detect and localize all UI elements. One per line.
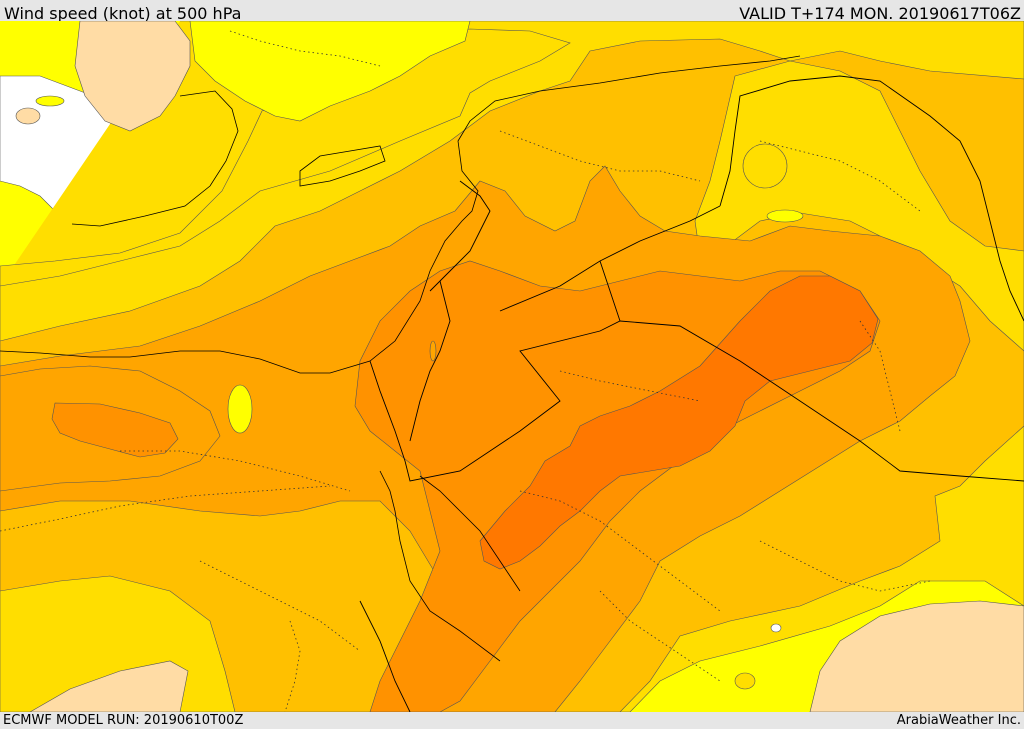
country-borders bbox=[359, 75, 1024, 712]
minor-features bbox=[15, 95, 804, 690]
valid-time-label: VALID T+174 MON. 20190617T06Z bbox=[739, 4, 1021, 21]
wind-band-light-north bbox=[189, 21, 471, 122]
admin-borders bbox=[0, 30, 931, 712]
map-title: Wind speed (knot) at 500 hPa bbox=[4, 4, 242, 21]
model-run-label: ECMWF MODEL RUN: 20190610T00Z bbox=[3, 713, 244, 728]
low-wind-zone-sudan bbox=[29, 660, 189, 712]
low-wind-zone-anatolia bbox=[74, 21, 191, 132]
wind-speed-map bbox=[0, 21, 1024, 712]
wind-band-5-jet-core bbox=[479, 275, 879, 570]
wind-band-4-west bbox=[51, 402, 179, 458]
credit-label: ArabiaWeather Inc. bbox=[896, 713, 1021, 728]
coastlines bbox=[0, 55, 801, 662]
low-wind-zone-arabia bbox=[809, 600, 1024, 712]
